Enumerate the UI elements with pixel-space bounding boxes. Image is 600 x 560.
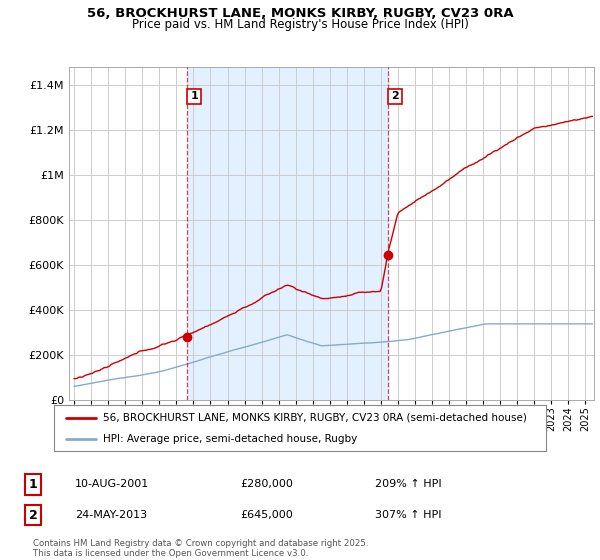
Text: 10-AUG-2001: 10-AUG-2001 [75,479,149,489]
Text: 1: 1 [29,478,37,491]
Text: Contains HM Land Registry data © Crown copyright and database right 2025.
This d: Contains HM Land Registry data © Crown c… [33,539,368,558]
Text: 56, BROCKHURST LANE, MONKS KIRBY, RUGBY, CV23 0RA: 56, BROCKHURST LANE, MONKS KIRBY, RUGBY,… [86,7,514,20]
Text: 24-MAY-2013: 24-MAY-2013 [75,510,147,520]
Text: £280,000: £280,000 [240,479,293,489]
Text: £645,000: £645,000 [240,510,293,520]
Text: 2: 2 [391,91,399,101]
Text: 1: 1 [190,91,198,101]
Text: 209% ↑ HPI: 209% ↑ HPI [375,479,442,489]
Text: 56, BROCKHURST LANE, MONKS KIRBY, RUGBY, CV23 0RA (semi-detached house): 56, BROCKHURST LANE, MONKS KIRBY, RUGBY,… [103,413,527,423]
Text: 2: 2 [29,508,37,522]
Text: Price paid vs. HM Land Registry's House Price Index (HPI): Price paid vs. HM Land Registry's House … [131,18,469,31]
Text: HPI: Average price, semi-detached house, Rugby: HPI: Average price, semi-detached house,… [103,435,358,444]
Text: 307% ↑ HPI: 307% ↑ HPI [375,510,442,520]
Bar [187,67,388,400]
